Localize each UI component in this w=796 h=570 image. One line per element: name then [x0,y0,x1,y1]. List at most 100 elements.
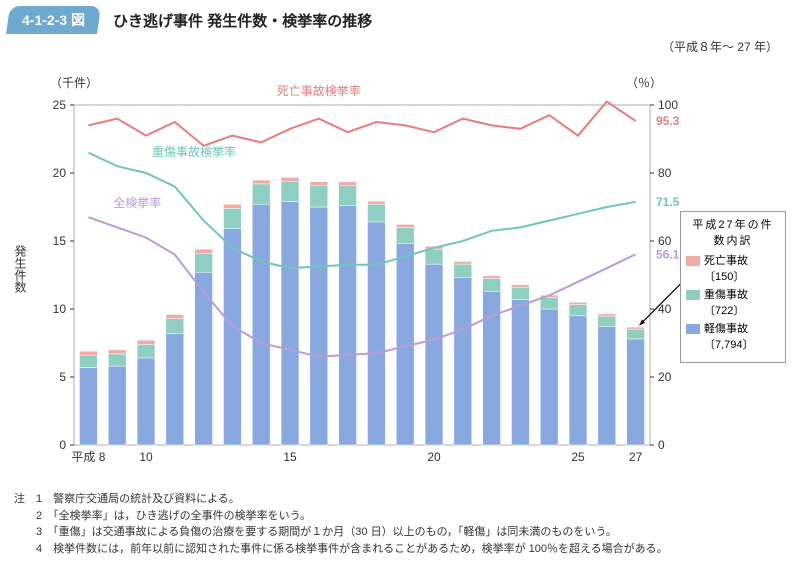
bar-serious [511,287,529,299]
bar-minor [281,202,299,445]
bar-death [137,340,155,344]
bar-serious [166,319,184,334]
bar-minor [598,327,616,445]
line-death-rate [88,102,635,146]
svg-text:15: 15 [53,234,67,248]
svg-text:全検挙率: 全検挙率 [113,195,161,210]
bar-minor [425,264,443,445]
notes: 注1 警察庁交通局の統計及び資料による。2 「全検挙率」は，ひき逃げの全事件の検… [0,485,796,557]
svg-text:10: 10 [139,450,153,464]
bar-death [339,182,357,185]
legend-item: 重傷事故〔722〕 [686,288,780,320]
bar-serious [425,249,443,264]
legend-item: 死亡事故〔150〕 [686,254,780,286]
svg-text:20: 20 [53,166,67,180]
bar-minor [79,367,97,445]
bar-death [195,249,213,253]
bar-death [252,180,270,184]
bar-serious [396,227,414,243]
bar-serious [454,264,472,278]
bar-serious [310,185,328,207]
svg-text:56.1: 56.1 [656,247,680,261]
svg-text:10: 10 [53,302,67,316]
bar-serious [137,344,155,358]
bar-serious [281,181,299,201]
svg-text:95.3: 95.3 [656,114,680,128]
svg-text:5: 5 [59,370,66,384]
bar-minor [137,358,155,445]
bar-death [166,314,184,318]
legend-swatch [686,324,700,334]
bar-death [454,261,472,264]
svg-text:25: 25 [53,98,67,112]
bar-death [281,177,299,181]
bar-minor [511,299,529,445]
chart-svg: 0510152025020406080100（千件）（％）発生件数検挙率平成 8… [0,55,796,475]
note-line: 注1 警察庁交通局の統計及び資料による。 [14,491,782,508]
legend-swatch [686,290,700,300]
bar-death [310,182,328,186]
svg-text:平成 8: 平成 8 [71,450,105,464]
bar-serious [195,253,213,272]
svg-text:死亡事故検挙率: 死亡事故検挙率 [277,83,361,98]
bar-death [483,276,501,279]
period-label: （平成８年～ 27 年） [0,38,796,55]
bar-minor [627,339,645,445]
bar-death [511,285,529,287]
figure-title: ひき逃げ事件 発生件数・検挙率の推移 [113,10,372,31]
svg-text:80: 80 [658,166,672,180]
bar-death [108,350,126,354]
bar-death [627,327,645,329]
bar-minor [454,278,472,445]
bar-serious [483,278,501,291]
line-serious-rate [88,153,635,269]
svg-text:重傷事故検挙率: 重傷事故検挙率 [152,144,236,159]
bar-serious [627,329,645,339]
bar-minor [569,316,587,445]
legend-item: 軽傷事故〔7,794〕 [686,322,780,354]
note-line: 4 検挙件数には，前年以前に認知された事件に係る検挙事件が含まれることがあるため… [14,541,782,558]
legend-title: 平成27年の件数内訳 [686,218,780,250]
bar-serious [598,316,616,327]
svg-text:0: 0 [658,438,665,452]
bar-death [367,201,385,204]
bar-serious [339,185,357,205]
svg-text:0: 0 [59,438,66,452]
legend-text: 軽傷事故〔7,794〕 [704,322,754,354]
bar-serious [252,184,270,204]
bar-death [598,314,616,316]
bar-death [569,302,587,304]
bar-serious [367,204,385,222]
bar-serious [108,354,126,366]
bar-minor [367,222,385,445]
svg-text:（％）: （％） [626,76,662,90]
bar-minor [310,207,328,445]
bar-serious [569,305,587,316]
bar-serious [223,208,241,228]
svg-text:100: 100 [658,98,678,112]
bar-minor [252,204,270,445]
svg-text:20: 20 [658,370,672,384]
svg-text:15: 15 [283,450,297,464]
note-line: 2 「全検挙率」は，ひき逃げの全事件の検挙率をいう。 [14,508,782,525]
svg-text:25: 25 [571,450,585,464]
bar-death [223,204,241,208]
legend-swatch [686,256,700,266]
legend-text: 重傷事故〔722〕 [704,288,748,320]
bar-death [79,351,97,355]
legend-text: 死亡事故〔150〕 [704,254,748,286]
bar-minor [339,206,357,445]
svg-text:20: 20 [427,450,441,464]
svg-text:（千件）: （千件） [50,76,98,90]
svg-text:71.5: 71.5 [656,195,680,209]
bar-death [396,224,414,227]
svg-text:60: 60 [658,234,672,248]
bar-serious [79,355,97,367]
svg-text:発生件数: 発生件数 [13,245,27,294]
note-line: 3 「重傷」は交通事故による負傷の治療を要する期間が１か月（30 日）以上のもの… [14,524,782,541]
bar-minor [166,333,184,445]
svg-text:27: 27 [629,450,643,464]
bar-serious [540,297,558,309]
legend: 平成27年の件数内訳 死亡事故〔150〕重傷事故〔722〕軽傷事故〔7,794〕 [680,211,786,363]
bar-minor [223,229,241,445]
